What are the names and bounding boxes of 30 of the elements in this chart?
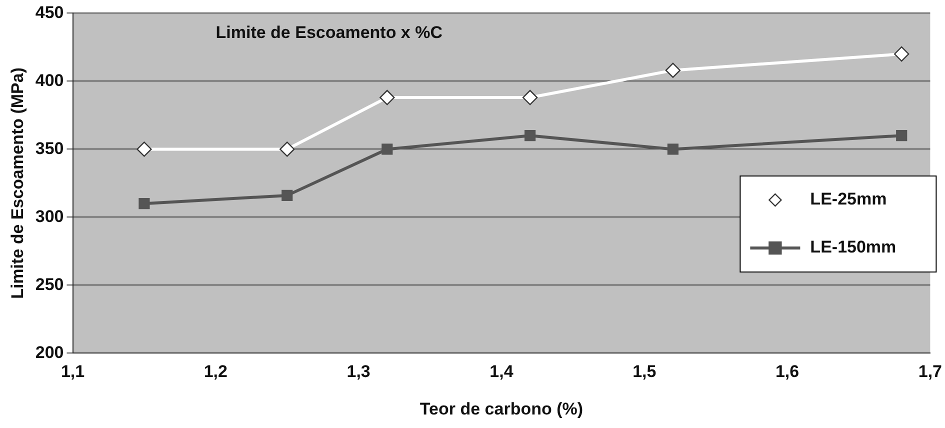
y-tick-label: 400: [35, 70, 64, 90]
x-axis-title: Teor de carbono (%): [420, 399, 584, 418]
point: [522, 90, 538, 106]
point: [282, 190, 293, 201]
point: [894, 46, 910, 62]
text: Limite de Escoamento x %C: [216, 22, 442, 42]
x-tick-label: 1,3: [346, 362, 370, 382]
x-tick-label: 1,4: [490, 362, 514, 382]
point: [665, 62, 681, 78]
y-tick-label: 200: [35, 342, 64, 362]
point: [667, 144, 679, 155]
point: [136, 142, 152, 157]
x-tick-label: 1,7: [918, 362, 942, 382]
x-tick-label: 1,5: [632, 362, 656, 382]
point: [138, 198, 150, 210]
x-tick-label: 1,2: [204, 362, 228, 382]
x-tick-label: 1,6: [775, 362, 800, 382]
point: [380, 90, 395, 106]
y-tick-label: 350: [35, 138, 64, 158]
legend-label: LE-150mm: [810, 238, 896, 257]
point: [524, 130, 536, 142]
x-tick-label: 1,1: [60, 362, 85, 382]
legend-label: LE-25mm: [810, 190, 887, 209]
y-tick-label: 300: [35, 206, 64, 226]
y-tick-label: 250: [35, 274, 64, 294]
point: [896, 130, 908, 142]
y-tick-label: 450: [35, 2, 64, 22]
y-axis-title: Limite de Escoamento (MPa): [8, 67, 27, 299]
point: [382, 144, 393, 155]
point: [280, 142, 295, 157]
